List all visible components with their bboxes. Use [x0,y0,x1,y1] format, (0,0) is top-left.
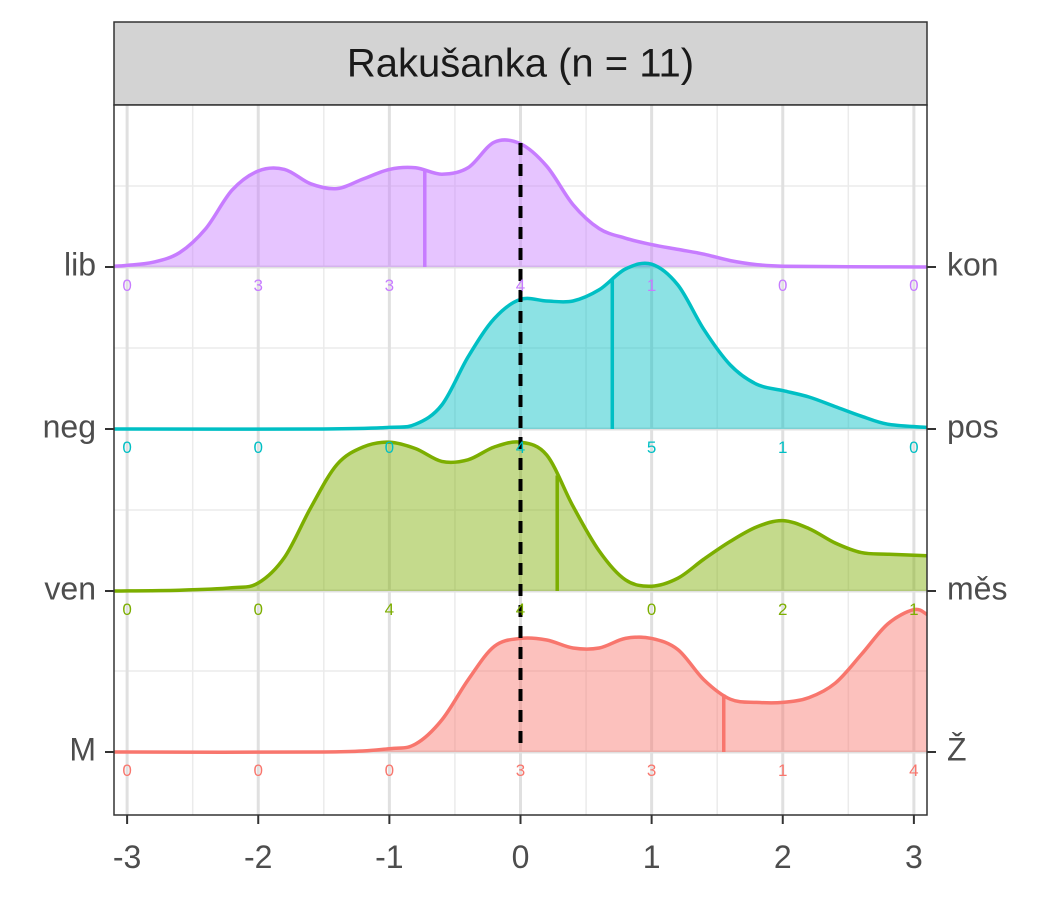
count-label: 0 [778,276,787,295]
y-label-left: lib [64,246,96,282]
count-label: 1 [778,761,787,780]
count-label: 0 [385,761,394,780]
ridges [113,138,928,754]
y-label-left: ven [44,570,96,606]
count-label: 0 [122,438,131,457]
x-tick-label: 3 [905,839,923,875]
count-label: 0 [909,276,918,295]
count-label: 2 [778,600,787,619]
count-label: 4 [385,600,394,619]
count-label: 4 [516,600,525,619]
count-label: 0 [385,438,394,457]
x-tick-label: 0 [512,839,530,875]
y-label-right: kon [947,246,999,282]
x-tick-label: 1 [643,839,661,875]
axes: -3 -2 -1 0 1 2 3 lib kon neg pos ven měs M Ž [43,246,1008,875]
ridge-line-ven [113,440,928,593]
count-label: 0 [254,761,263,780]
count-labels: 0 3 3 4 1 0 0 0 0 0 4 5 1 0 0 0 4 4 0 2 1 0 0 0 3 3 1 4 [122,276,918,780]
count-label: 3 [647,761,656,780]
count-label: 0 [909,438,918,457]
x-tick-label: -3 [113,839,141,875]
count-label: 0 [647,600,656,619]
ridge-line-M [113,607,928,754]
count-label: 1 [909,600,918,619]
ridge-area-lib [114,139,927,267]
y-label-right: pos [947,408,999,444]
ridge-area-neg [114,263,927,430]
count-label: 0 [122,600,131,619]
count-label: 1 [778,438,787,457]
count-label: 3 [254,276,263,295]
y-label-right: Ž [947,731,967,767]
count-label: 4 [516,276,525,295]
y-label-left: neg [43,408,96,444]
ridge-line-neg [113,261,928,431]
count-label: 3 [385,276,394,295]
count-label: 0 [254,438,263,457]
y-label-left: M [69,731,96,767]
y-label-right: měs [947,570,1007,606]
x-tick-label: -1 [375,839,403,875]
ridge-line-lib [113,138,928,269]
count-label: 0 [122,276,131,295]
count-label: 5 [647,438,656,457]
count-label: 3 [516,761,525,780]
count-label: 0 [254,600,263,619]
strip-background [113,21,928,106]
x-tick-label: 2 [774,839,792,875]
count-label: 4 [516,438,525,457]
strip-title: Rakušanka (n = 11) [347,42,694,86]
count-label: 0 [122,761,131,780]
x-tick-label: -2 [244,839,272,875]
count-label: 1 [647,276,656,295]
ridge-area-ven [114,441,927,591]
count-label: 4 [909,761,918,780]
